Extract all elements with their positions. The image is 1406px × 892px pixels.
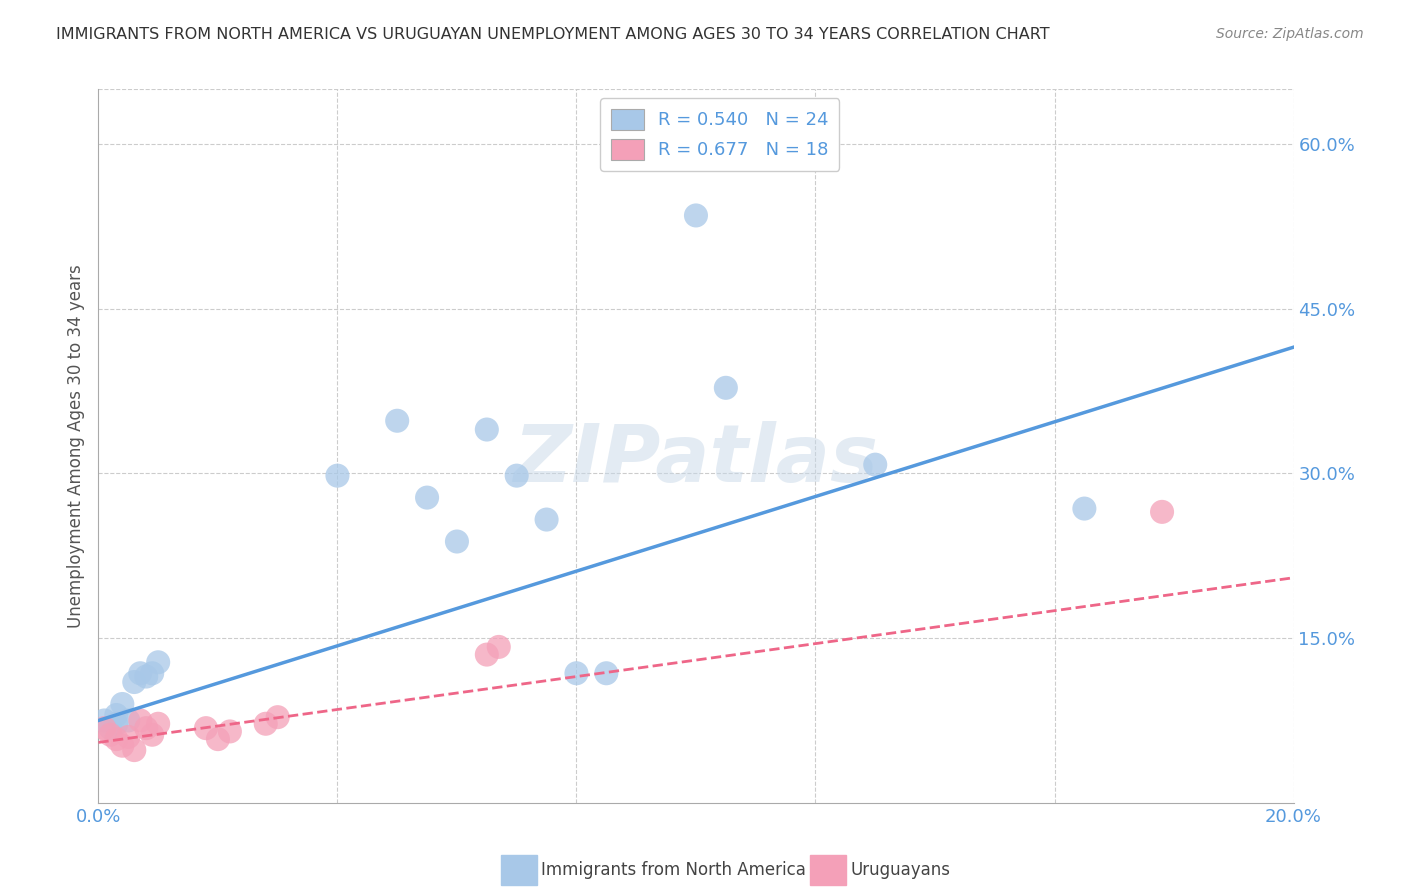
Point (1150, 505, 1173, 519)
Text: Source: ZipAtlas.com: Source: ZipAtlas.com (1216, 27, 1364, 41)
Point (141, 728, 163, 742)
Point (141, 666, 163, 681)
Point (111, 697, 134, 711)
Point (219, 724, 242, 739)
Point (111, 739, 134, 753)
Point (207, 732, 229, 747)
Point (595, 666, 617, 681)
Point (105, 708, 128, 723)
Point (385, 414, 409, 428)
Point (117, 730, 139, 744)
Point (865, 458, 887, 472)
Text: ZIPatlas: ZIPatlas (513, 421, 879, 500)
Text: Immigrants from North America: Immigrants from North America (541, 861, 806, 879)
Point (93, 721, 115, 735)
Point (714, 381, 737, 395)
Point (488, 640, 510, 654)
Point (267, 710, 290, 724)
Point (565, 666, 588, 681)
Point (148, 716, 170, 731)
Point (117, 714, 139, 728)
Point (129, 666, 152, 681)
Point (135, 669, 157, 683)
Point (685, 209, 707, 223)
Point (326, 468, 349, 483)
Text: IMMIGRANTS FROM NORTH AMERICA VS URUGUAYAN UNEMPLOYMENT AMONG AGES 30 TO 34 YEAR: IMMIGRANTS FROM NORTH AMERICA VS URUGUAY… (56, 27, 1050, 42)
Point (93, 714, 115, 728)
Point (105, 732, 128, 747)
Point (129, 714, 152, 728)
Y-axis label: Unemployment Among Ages 30 to 34 years: Unemployment Among Ages 30 to 34 years (66, 264, 84, 628)
Point (124, 675, 146, 690)
Legend: R = 0.540   N = 24, R = 0.677   N = 18: R = 0.540 N = 24, R = 0.677 N = 18 (600, 98, 839, 170)
Point (506, 468, 529, 483)
Point (416, 491, 439, 505)
Point (475, 423, 498, 437)
Point (194, 721, 218, 735)
Point (254, 716, 277, 731)
Point (475, 648, 498, 662)
Point (536, 512, 558, 526)
Point (135, 721, 157, 735)
Point (124, 743, 146, 757)
Point (446, 534, 468, 549)
Point (148, 655, 170, 669)
Point (105, 716, 128, 731)
Point (98, 728, 122, 742)
Point (98, 721, 122, 735)
Point (1073, 501, 1095, 516)
Text: Uruguayans: Uruguayans (851, 861, 950, 879)
